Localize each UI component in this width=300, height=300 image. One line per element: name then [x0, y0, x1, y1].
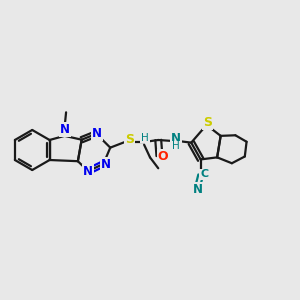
Text: N: N	[101, 158, 111, 171]
Text: H: H	[141, 133, 149, 142]
Text: N: N	[193, 183, 203, 196]
Text: H: H	[172, 142, 180, 152]
Text: S: S	[125, 134, 134, 146]
Text: O: O	[158, 150, 168, 163]
Text: N: N	[60, 123, 70, 136]
Text: S: S	[203, 116, 212, 129]
Text: N: N	[92, 127, 102, 140]
Text: N: N	[171, 132, 181, 145]
Text: C: C	[200, 169, 208, 179]
Text: N: N	[82, 165, 93, 178]
